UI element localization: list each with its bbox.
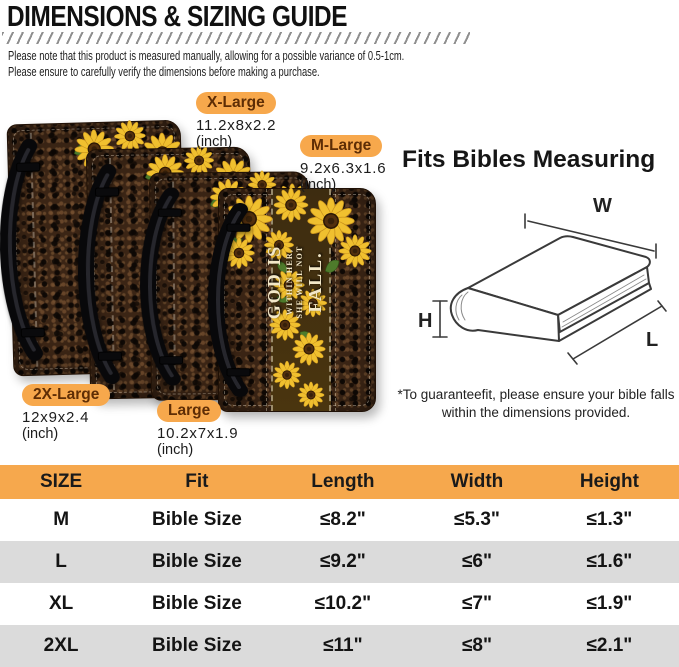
diagram-label-w: W [593,195,612,217]
cell-width: ≤6" [414,541,540,583]
carry-handle [208,203,252,397]
size-badge-2x-large: 2X-Large [22,384,111,406]
cell-width: ≤8" [414,625,540,667]
size-unit: (inch) [157,442,194,458]
cell-fit: Bible Size [152,593,242,614]
carry-handle [139,187,185,385]
cell-size: L [0,541,123,583]
callout-m-large: M-Large 9.2x6.3x1.6 (inch) [300,135,386,193]
size-badge-m-large: M-Large [300,135,383,157]
size-dimensions: 12x9x2.4 [22,409,90,426]
page-title: DIMENSIONS & SIZING GUIDE [7,1,348,33]
carry-handle [0,139,47,362]
cell-length: ≤9.2" [271,541,415,583]
table-header-row: SIZE Fit Length Width Height [0,465,679,499]
size-unit: (inch) [300,177,337,193]
bible-cover-m-large-front: GOD IS WITHIN HER, SHE WILL NOT FALL. [218,187,376,412]
footnote-line2: within the dimensions provided. [441,405,631,420]
fits-heading: Fits Bibles Measuring [402,146,656,173]
verse-line: GOD IS [264,244,284,320]
table-header-width: Width [414,465,540,499]
table-row-xl: XL Bible Size ≤10.2" ≤7" ≤1.9" [0,583,679,625]
cell-fit: Bible Size [122,625,272,667]
diagram-label-h: H [418,310,432,332]
footnote-line1: *To guaranteefit, please ensure your bib… [397,387,675,402]
cell-fit: Bible Size [122,541,272,583]
verse-line: FALL. [304,251,325,313]
cell-fit: Bible Size [152,509,242,530]
cell-height: ≤1.3" [586,509,633,530]
measurement-note-line1: Please note that this product is measure… [8,48,405,63]
cell-size: M [53,509,70,530]
hatch-divider [2,32,470,44]
callout-2x-large: 2X-Large 12x9x2.4 (inch) [22,384,111,442]
cover-verse-text: GOD IS WITHIN HER, SHE WILL NOT FALL. [264,207,331,357]
cell-length: ≤11" [271,625,415,667]
cell-height: ≤1.6" [539,541,679,583]
table-row-2xl: 2XL Bible Size ≤11" ≤8" ≤2.1" [0,625,679,667]
table-header-fit: Fit [122,465,272,499]
cell-length: ≤10.2" [314,593,372,614]
callout-x-large: X-Large 11.2x8x2.2 (inch) [196,92,276,150]
size-unit: (inch) [196,134,233,150]
table-header-length: Length [271,465,415,499]
size-unit: (inch) [22,426,59,442]
table-row-l: L Bible Size ≤9.2" ≤6" ≤1.6" [0,541,679,583]
size-badge-large: Large [157,400,222,422]
guarantee-footnote: *To guaranteefit, please ensure your bib… [394,386,678,422]
verse-line: WITHIN HER, [284,248,294,316]
cell-height: ≤1.9" [586,593,633,614]
size-dimensions: 11.2x8x2.2 [196,117,277,134]
cell-height: ≤2.1" [539,625,679,667]
table-header-height: Height [539,465,679,499]
cell-width: ≤5.3" [454,509,500,530]
size-table: SIZE Fit Length Width Height M Bible Siz… [0,465,679,667]
cell-length: ≤8.2" [319,509,366,530]
callout-large: Large 10.2x7x1.9 (inch) [157,400,238,458]
cell-size: 2XL [0,625,123,667]
measurement-note-line2: Please ensure to carefully verify the di… [8,64,320,79]
carry-handle [76,164,124,385]
size-dimensions: 9.2x6.3x1.6 [300,160,387,177]
diagram-label-l: L [646,329,658,351]
size-dimensions: 10.2x7x1.9 [157,425,239,442]
size-badge-x-large: X-Large [196,92,276,114]
bible-measurement-diagram: W H L [418,195,667,365]
cell-width: ≤7" [461,593,492,614]
table-row-m: M Bible Size ≤8.2" ≤5.3" ≤1.3" [0,499,679,541]
cell-size: XL [48,593,74,614]
table-header-size: SIZE [0,465,123,499]
